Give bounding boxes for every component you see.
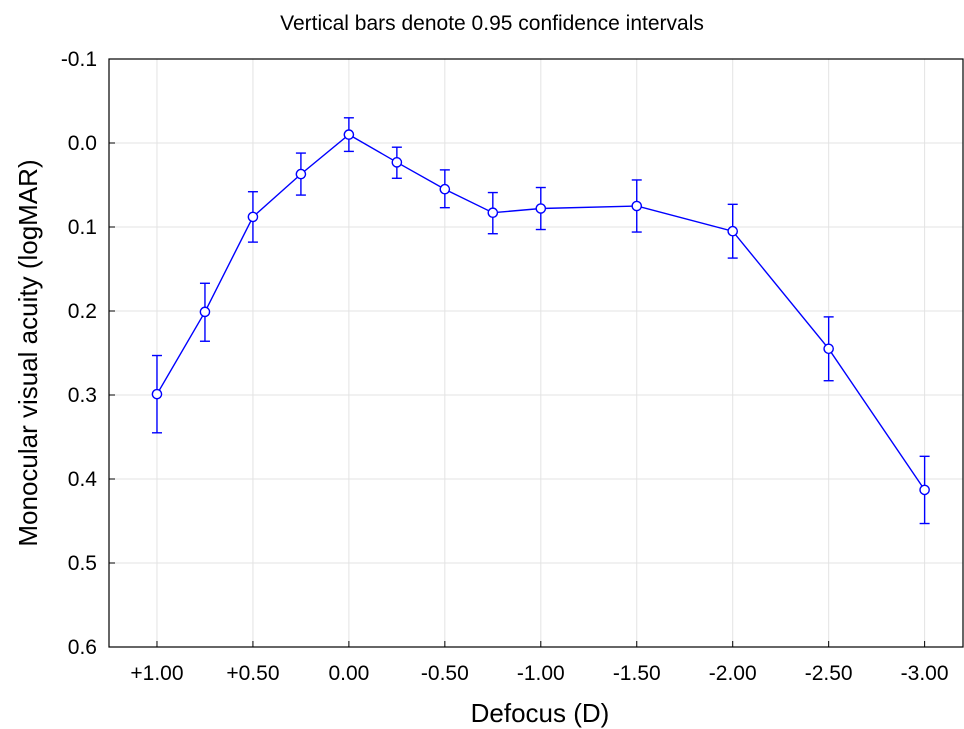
data-point (391, 157, 403, 168)
y-tick-label: 0.1 (68, 216, 97, 239)
y-tick-label: 0.3 (68, 384, 97, 407)
data-point (919, 484, 930, 496)
x-axis-label: Defocus (D) (471, 698, 610, 728)
grid (109, 59, 963, 647)
x-tick-label: -1.50 (613, 662, 661, 685)
data-point (727, 225, 739, 237)
x-tick-label: -2.50 (805, 662, 853, 685)
data-point (487, 207, 499, 219)
x-tick-label: -2.00 (709, 662, 757, 685)
y-axis: -0.1 0.0 0.1 0.2 0.3 0.4 0.5 0.6 (61, 48, 115, 659)
data-point (439, 183, 451, 195)
y-tick-label: 0.6 (68, 636, 97, 659)
data-point (151, 388, 163, 400)
x-tick-label: 0.00 (328, 662, 369, 685)
x-axis: +1.00 +0.50 0.00 -0.50 -1.00 -1.50 -2.00 -2.50 -… (130, 641, 949, 685)
data-point (535, 203, 547, 214)
y-tick-label: 0.2 (68, 300, 97, 323)
markers (151, 129, 930, 496)
data-point (247, 211, 259, 223)
data-point (823, 343, 834, 355)
y-tick-label: 0.0 (68, 132, 97, 155)
x-tick-label: -0.50 (421, 662, 469, 685)
data-point (295, 168, 307, 180)
x-tick-label: -1.00 (517, 662, 565, 685)
plot-frame (108, 58, 964, 648)
chart-title: Vertical bars denote 0.95 confidence int… (280, 12, 704, 35)
x-tick-label: +1.00 (130, 662, 183, 685)
y-tick-label: 0.5 (68, 552, 97, 575)
y-tick-label: 0.4 (68, 468, 98, 491)
x-tick-label: +0.50 (226, 662, 279, 685)
data-point (199, 306, 211, 318)
y-tick-label: -0.1 (61, 48, 97, 71)
data-point (631, 200, 643, 212)
y-axis-label: Monocular visual acuity (logMAR) (13, 159, 43, 546)
x-tick-label: -3.00 (901, 662, 949, 685)
data-point (343, 129, 355, 140)
